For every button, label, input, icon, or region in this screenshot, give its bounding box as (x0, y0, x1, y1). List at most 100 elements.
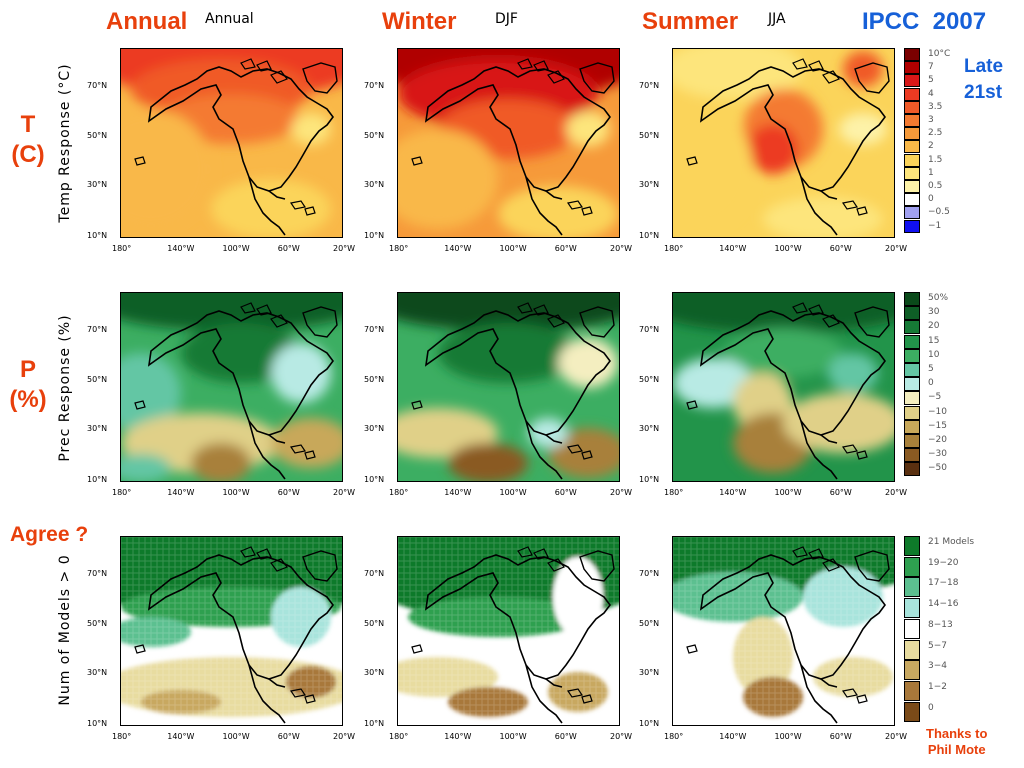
coastline (424, 66, 611, 192)
lat-tick-label: 30°N (87, 424, 108, 434)
lat-tick-label: 70°N (87, 568, 108, 578)
lon-tick-label: 180° (112, 488, 132, 497)
island-outlines (686, 302, 868, 460)
lon-tick-label: 180° (389, 244, 409, 253)
legend-swatch (904, 114, 920, 127)
lat-tick-label: 70°N (639, 568, 660, 578)
lon-tick-label: 100°W (499, 244, 527, 253)
legend-swatch (904, 391, 920, 406)
ylabel-precipitation: Prec Response (%) (57, 314, 73, 462)
central-america-outline (248, 176, 286, 236)
lat-tick-label: 10°N (364, 231, 385, 240)
island-outlines (134, 302, 316, 460)
lat-tick-label: 50°N (639, 375, 660, 385)
legend-label: 3.5 (928, 101, 943, 112)
legend-label: 1−2 (928, 681, 947, 692)
legend-swatch (904, 419, 920, 434)
field-patch (498, 186, 618, 237)
greenland-outline (579, 62, 615, 94)
legend-label: 3−4 (928, 661, 947, 672)
ylabel-temperature: Temp Response (°C) (57, 63, 73, 223)
lat-tick-label: 30°N (364, 424, 385, 434)
legend-label: 19−20 (928, 557, 959, 568)
island-outlines (411, 302, 593, 460)
lon-tick-label: 180° (664, 488, 684, 497)
lat-tick-label: 10°N (87, 475, 108, 484)
credit-line2: Phil Mote (927, 742, 986, 757)
lon-tick-label: 20°W (333, 488, 356, 497)
legend-swatch (904, 618, 920, 639)
field-patch (828, 353, 878, 393)
central-america-outline (525, 420, 563, 480)
lat-tick-label: 50°N (87, 375, 108, 385)
greenland-outline (579, 550, 615, 582)
lat-tick-label: 70°N (87, 80, 108, 90)
legend-swatch (904, 434, 920, 448)
legend-label: 17−18 (928, 578, 959, 589)
lat-tick-label: 30°N (364, 668, 385, 678)
legend-swatch (904, 701, 920, 722)
island-outlines (686, 58, 868, 216)
field-patch (408, 597, 588, 637)
lon-tick-label: 140°W (167, 732, 195, 741)
legend-label: 21 Models (928, 537, 975, 547)
legend-swatch (904, 462, 920, 477)
lat-tick-label: 10°N (364, 475, 385, 484)
title-winter: Winter (382, 8, 457, 35)
field-patch (291, 113, 331, 145)
greenland-outline (579, 306, 615, 338)
field-patch (566, 111, 610, 147)
coastline (424, 310, 611, 436)
central-america-outline (248, 664, 286, 724)
field-patch (121, 353, 181, 433)
lat-tick-label: 30°N (87, 180, 108, 190)
greenland-outline (854, 550, 890, 582)
title-annual: Annual (106, 8, 188, 35)
legend-label: 4 (928, 88, 934, 99)
lat-tick-label: 10°N (87, 231, 108, 240)
field-patch (813, 657, 893, 697)
credit-note: Thanks to Phil Mote (926, 726, 987, 758)
map-agree-winter (397, 536, 620, 726)
legend-label: −0.5 (928, 207, 950, 218)
lat-tick-label: 50°N (639, 131, 660, 141)
field-patch (839, 113, 887, 145)
lon-tick-label: 20°W (610, 244, 633, 253)
lon-tick-label: 20°W (885, 488, 908, 497)
legend-label: 5 (928, 364, 934, 374)
lat-tick-label: 50°N (87, 619, 108, 629)
central-america-outline (525, 664, 563, 724)
lon-tick-label: 140°W (444, 732, 472, 741)
field-patch (763, 197, 883, 237)
field-patch (843, 51, 883, 87)
legend-label: 1 (928, 167, 934, 178)
lat-tick-label: 50°N (364, 619, 385, 629)
lon-tick-label: 60°W (554, 244, 577, 253)
field-patch (723, 328, 843, 378)
field-patch (121, 617, 191, 647)
lon-tick-label: 20°W (333, 732, 356, 741)
lat-tick-label: 30°N (364, 180, 385, 190)
field-patch (438, 323, 578, 383)
field-patch (673, 49, 803, 99)
legend-swatch (904, 577, 920, 598)
lat-tick-label: 70°N (364, 80, 385, 90)
coastline (699, 554, 886, 680)
lat-tick-label: 70°N (364, 568, 385, 578)
lat-tick-label: 10°N (639, 475, 660, 484)
lon-tick-label: 100°W (774, 732, 802, 741)
ylabel-agreement: Num of Models > 0 (57, 554, 73, 706)
row-label-t-line2: (C) (11, 141, 45, 168)
legend-label: 30 (928, 307, 940, 318)
field-patch (528, 418, 568, 448)
lat-tick-label: 30°N (639, 424, 660, 434)
coastline (699, 66, 886, 192)
field-patch (748, 124, 798, 174)
field-patch (673, 358, 753, 408)
map-temp-winter (397, 48, 620, 238)
lat-tick-label: 10°N (364, 719, 385, 728)
lon-tick-label: 60°W (829, 732, 852, 741)
legend-swatch (904, 87, 920, 101)
legend-label: 2.5 (928, 128, 943, 139)
greenland-outline (854, 62, 890, 94)
